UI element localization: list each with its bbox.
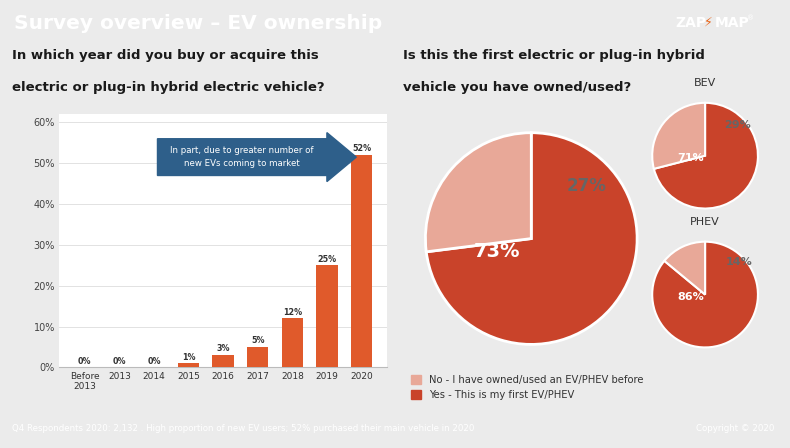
Wedge shape (426, 133, 532, 252)
Legend: No - I have owned/used an EV/PHEV before, Yes - This is my first EV/PHEV: No - I have owned/used an EV/PHEV before… (407, 371, 647, 404)
Bar (178, 363, 199, 367)
Text: vehicle you have owned/used?: vehicle you have owned/used? (403, 81, 631, 95)
Text: 52%: 52% (352, 144, 371, 153)
Text: electric or plug-in hybrid electric vehicle?: electric or plug-in hybrid electric vehi… (12, 81, 325, 95)
Wedge shape (664, 242, 705, 295)
Text: 0%: 0% (78, 357, 92, 366)
Text: 25%: 25% (318, 254, 337, 264)
Bar (247, 347, 269, 367)
Text: In which year did you buy or acquire this: In which year did you buy or acquire thi… (12, 49, 318, 62)
Text: 73%: 73% (474, 242, 521, 261)
Bar (351, 155, 372, 367)
Text: 0%: 0% (147, 357, 161, 366)
Bar (281, 319, 303, 367)
Text: 14%: 14% (726, 257, 753, 267)
Text: Q4 Respondents 2020: 2,132 . High proportion of new EV users; 52% purchased thei: Q4 Respondents 2020: 2,132 . High propor… (12, 424, 474, 434)
Text: 12%: 12% (283, 308, 302, 317)
Text: 86%: 86% (677, 292, 704, 302)
Text: BEV: BEV (694, 78, 717, 88)
Polygon shape (157, 133, 356, 181)
Text: Copyright © 2020: Copyright © 2020 (696, 424, 774, 434)
Text: Is this the first electric or plug-in hybrid: Is this the first electric or plug-in hy… (403, 49, 705, 62)
Text: 71%: 71% (677, 153, 704, 164)
Wedge shape (653, 103, 705, 169)
Text: 27%: 27% (566, 177, 606, 194)
Text: 5%: 5% (251, 336, 265, 345)
Wedge shape (653, 242, 758, 347)
Text: ⚡: ⚡ (704, 16, 713, 29)
Text: PHEV: PHEV (690, 217, 720, 227)
Text: 29%: 29% (724, 120, 751, 130)
Wedge shape (654, 103, 758, 208)
Wedge shape (427, 133, 637, 345)
Bar (316, 265, 337, 367)
Text: 0%: 0% (113, 357, 126, 366)
Text: MAP: MAP (715, 16, 750, 30)
Text: In part, due to greater number of
new EVs coming to market: In part, due to greater number of new EV… (171, 146, 314, 168)
Text: 1%: 1% (182, 353, 195, 362)
Text: 3%: 3% (216, 345, 230, 353)
Text: ®: ® (747, 15, 754, 21)
Bar (213, 355, 234, 367)
Text: Survey overview – EV ownership: Survey overview – EV ownership (14, 14, 382, 33)
Text: ZAP: ZAP (675, 16, 706, 30)
